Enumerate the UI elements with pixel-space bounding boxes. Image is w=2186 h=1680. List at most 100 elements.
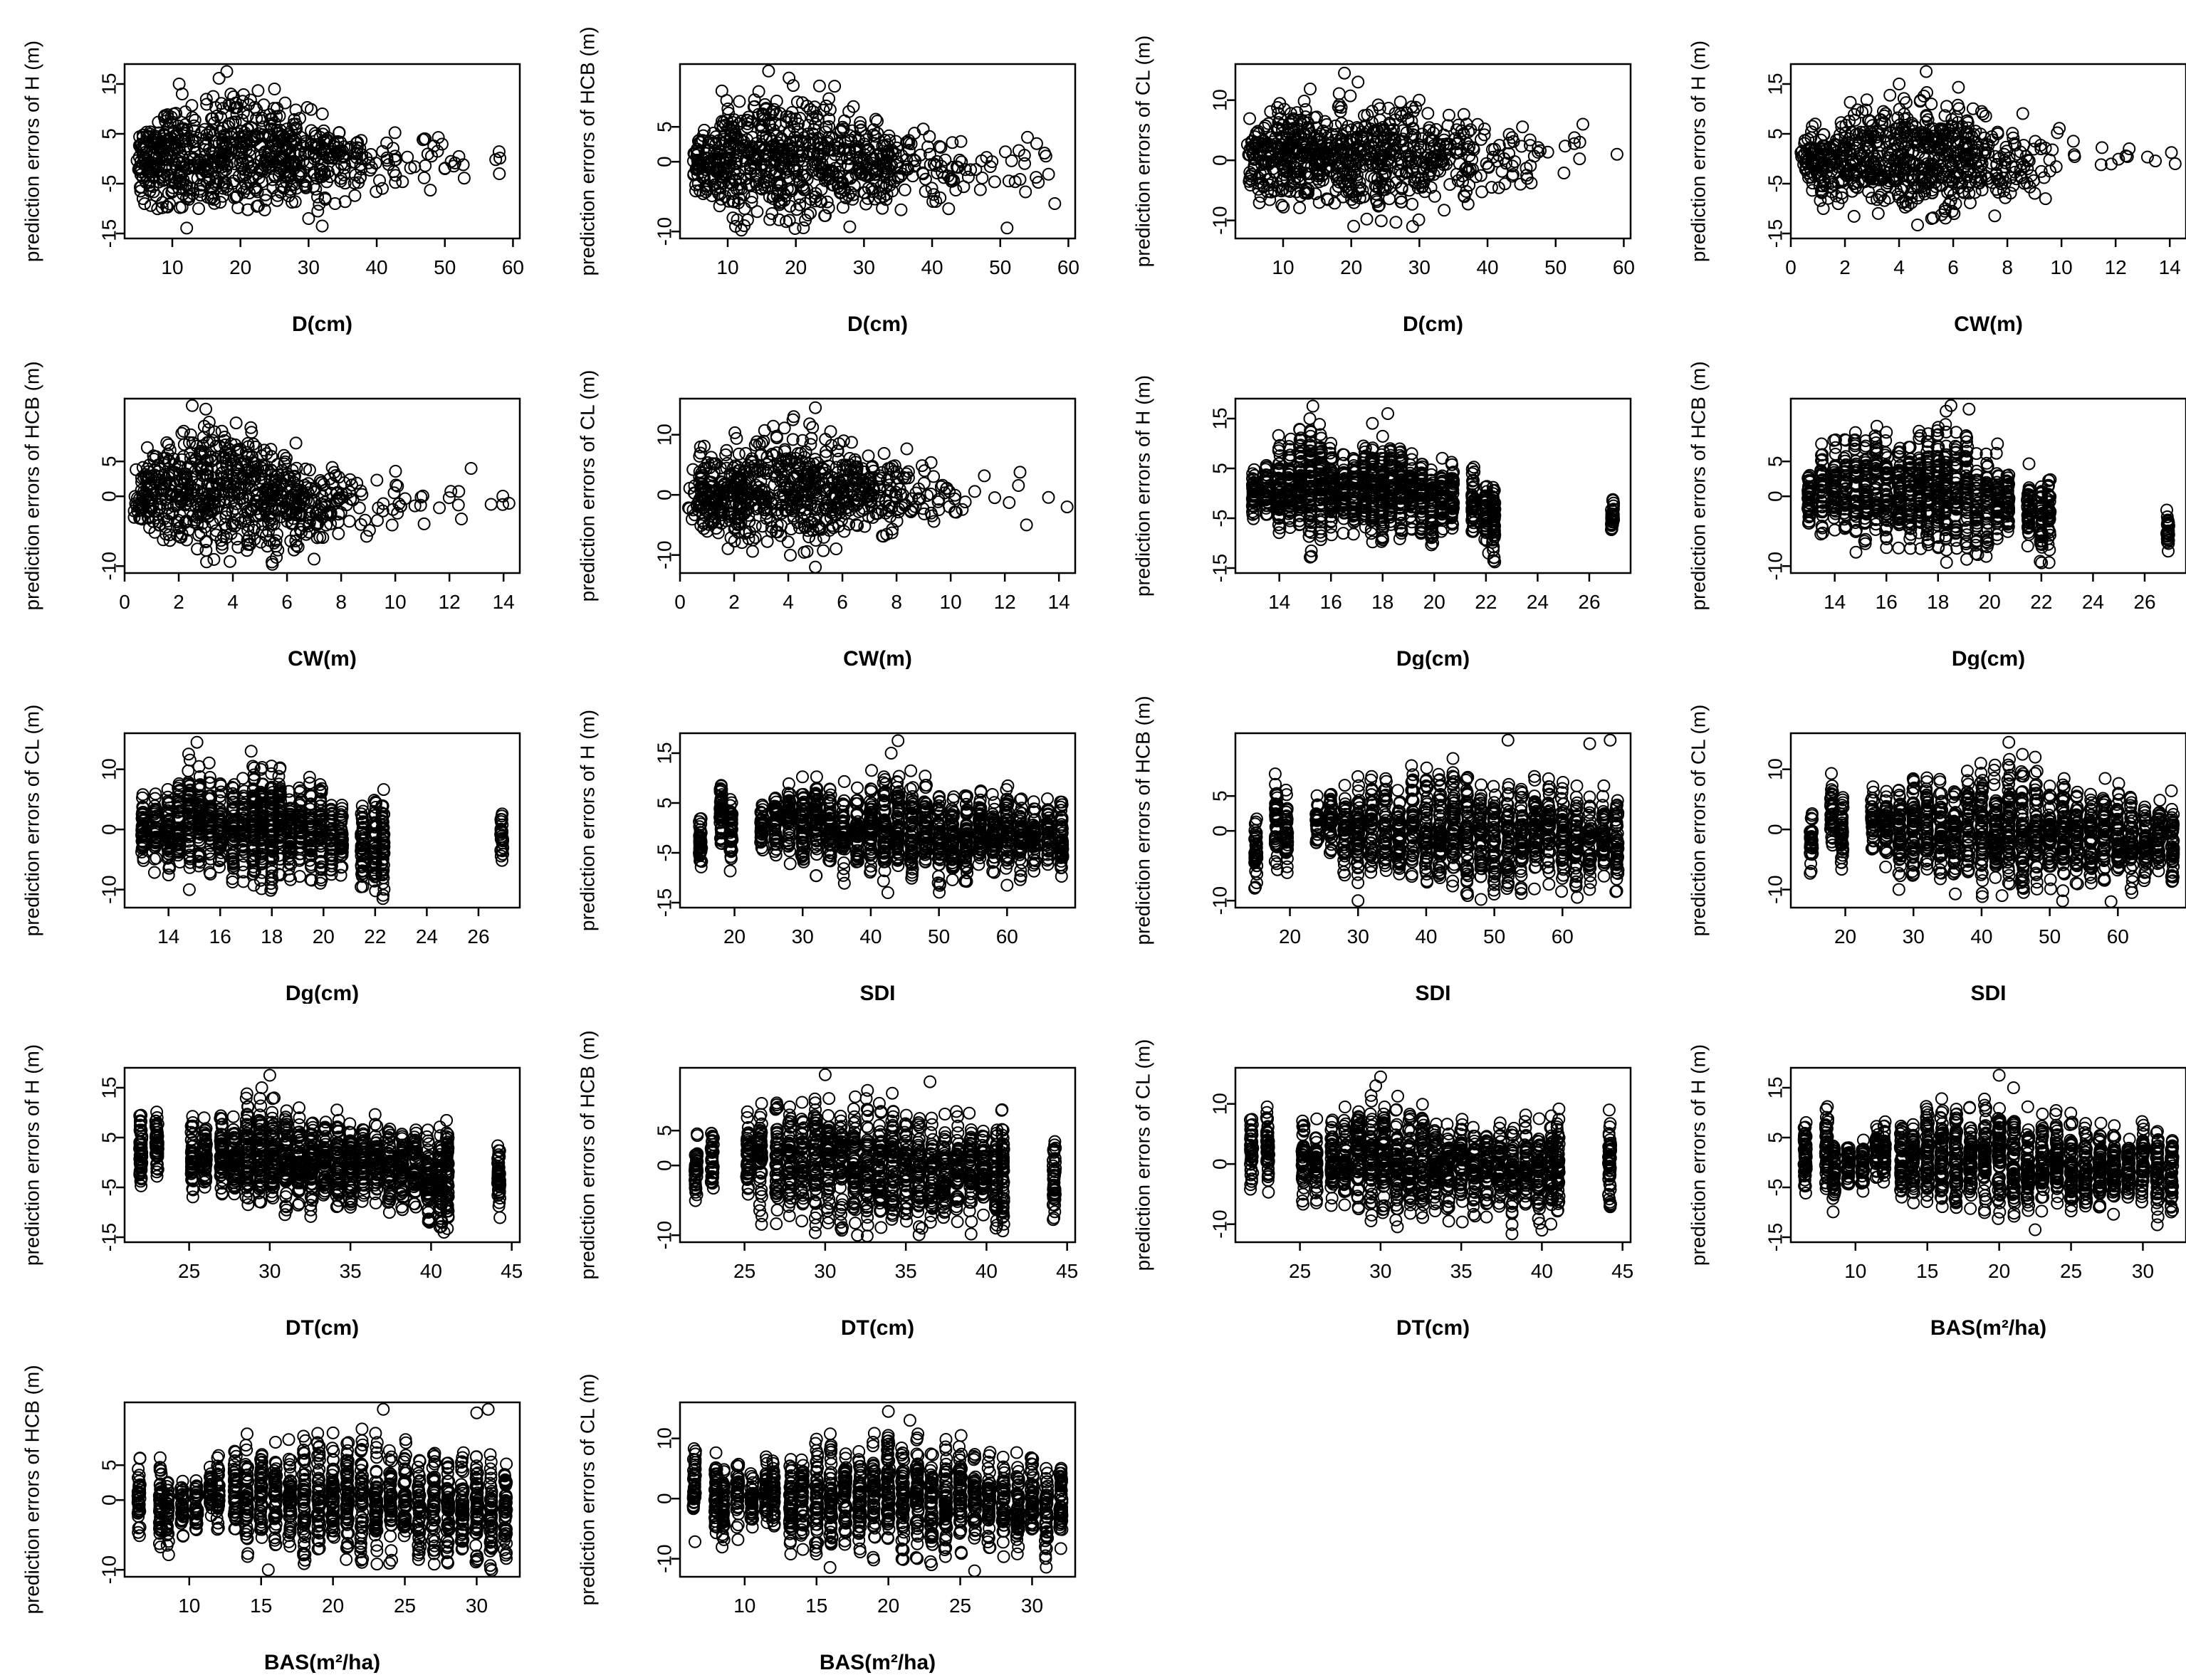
- data-point: [847, 493, 861, 507]
- data-point: [2149, 154, 2162, 168]
- data-point: [348, 189, 362, 202]
- data-points: [1245, 399, 1621, 569]
- data-point: [1351, 75, 1365, 89]
- data-point: [281, 470, 295, 483]
- data-point: [763, 118, 777, 132]
- data-point: [171, 529, 184, 542]
- data-point: [234, 156, 247, 169]
- data-point: [300, 101, 314, 114]
- data-point: [185, 171, 199, 184]
- data-point: [241, 519, 255, 532]
- data-point: [1374, 214, 1388, 228]
- data-point: [1421, 107, 1435, 120]
- data-point: [861, 191, 874, 205]
- data-point: [765, 140, 778, 154]
- data-point: [1300, 187, 1314, 200]
- data-point: [207, 193, 221, 206]
- data-point: [1329, 184, 1343, 197]
- data-point: [289, 534, 303, 547]
- data-point: [925, 182, 938, 195]
- data-point: [433, 501, 446, 515]
- data-point: [791, 467, 805, 481]
- data-point: [159, 200, 173, 214]
- data-point: [217, 129, 231, 142]
- data-point: [713, 461, 727, 475]
- data-point: [1896, 196, 1910, 209]
- x-tick-label: 50: [989, 256, 1011, 278]
- data-point: [332, 527, 345, 540]
- data-point: [328, 148, 342, 162]
- data-point: [733, 95, 746, 108]
- data-point: [192, 528, 205, 542]
- data-point: [258, 188, 272, 201]
- data-point: [835, 481, 849, 494]
- data-point: [134, 184, 147, 198]
- data-point: [216, 137, 229, 151]
- data-point: [867, 128, 880, 142]
- data-point: [805, 471, 818, 485]
- data-point: [755, 130, 769, 143]
- data-point: [693, 449, 706, 463]
- data-point: [342, 515, 356, 528]
- data-point: [1297, 158, 1311, 172]
- data-point: [705, 476, 718, 489]
- data-point: [251, 488, 264, 501]
- x-tick-label: 2: [173, 591, 184, 613]
- data-point: [157, 132, 170, 145]
- data-point: [1819, 178, 1832, 191]
- data-point: [213, 146, 226, 159]
- data-point: [214, 97, 228, 110]
- data-point: [719, 448, 733, 461]
- data-point: [296, 490, 309, 504]
- data-point: [1275, 174, 1288, 187]
- data-point: [1247, 512, 1260, 525]
- x-tick-label: 10: [161, 256, 183, 278]
- data-point: [847, 188, 860, 201]
- data-point: [281, 156, 294, 169]
- data-point: [773, 196, 786, 209]
- data-point: [900, 135, 914, 149]
- data-point: [800, 545, 814, 558]
- data-point: [133, 130, 147, 144]
- data-point: [834, 159, 847, 172]
- data-point: [1505, 131, 1519, 145]
- data-point: [214, 513, 227, 526]
- data-point: [1846, 177, 1860, 191]
- data-point: [176, 155, 189, 169]
- data-point: [1280, 184, 1294, 197]
- data-point: [905, 492, 919, 505]
- data-point: [696, 506, 709, 520]
- data-point: [318, 136, 332, 149]
- data-point: [1370, 157, 1384, 170]
- data-point: [2021, 162, 2034, 176]
- data-point: [173, 201, 187, 214]
- data-point: [883, 500, 896, 513]
- plot-frame: [1234, 63, 1632, 240]
- data-point: [338, 195, 352, 209]
- data-point: [2028, 187, 2041, 200]
- data-point: [1969, 174, 1982, 188]
- data-point: [1272, 107, 1285, 120]
- data-point: [1406, 105, 1420, 118]
- data-point: [169, 177, 182, 189]
- data-point: [1342, 120, 1355, 133]
- data-point: [349, 168, 362, 182]
- data-point: [968, 485, 981, 498]
- data-point: [858, 148, 872, 162]
- data-point: [733, 510, 746, 524]
- data-point: [299, 462, 313, 476]
- data-point: [1794, 146, 1808, 159]
- data-point: [1964, 196, 1977, 209]
- x-tick-label: 40: [1476, 256, 1498, 278]
- data-point: [770, 470, 783, 483]
- data-point: [775, 133, 789, 147]
- data-point: [189, 135, 202, 148]
- data-point: [311, 204, 325, 218]
- data-point: [1042, 167, 1055, 181]
- data-point: [2066, 135, 2080, 148]
- data-point: [1427, 168, 1440, 182]
- data-point: [1259, 463, 1272, 476]
- data-point: [1329, 119, 1342, 132]
- data-point: [1449, 146, 1463, 159]
- data-point: [1259, 119, 1272, 132]
